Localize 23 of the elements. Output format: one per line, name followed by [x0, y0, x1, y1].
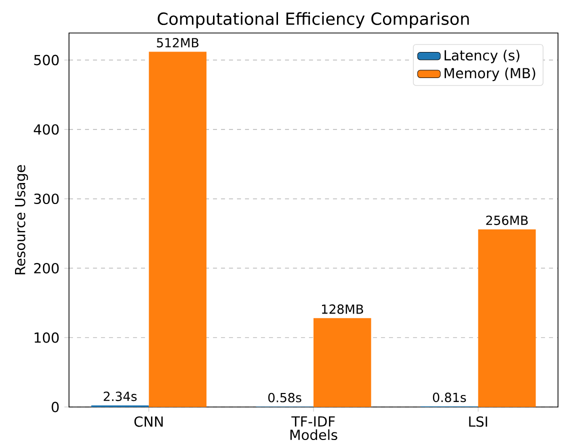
bar	[478, 229, 536, 407]
y-tick-label: 100	[34, 332, 59, 343]
data-label: 256MB	[486, 216, 528, 226]
data-label: 512MB	[156, 38, 198, 48]
y-tick-label: 300	[34, 194, 59, 204]
y-tick-label: 200	[34, 262, 59, 274]
x-tick-label: CNN	[134, 416, 163, 427]
data-label: 2.34s	[104, 392, 137, 402]
y-tick-label: 400	[34, 124, 59, 135]
y-tick-label: 500	[34, 54, 59, 66]
data-label: 128MB	[322, 304, 364, 314]
legend-label: Latency (s)	[444, 50, 520, 64]
bar	[148, 52, 206, 407]
data-label: 0.81s	[432, 392, 466, 402]
legend-label: Memory (MB)	[444, 68, 536, 82]
data-label: 0.58s	[268, 392, 302, 402]
y-axis-title: Resource Usage	[15, 165, 28, 274]
y-tick-label: 0	[52, 402, 59, 412]
x-axis-title: Models	[290, 429, 338, 440]
x-tick-label: TF-IDF	[291, 416, 335, 426]
chart-title: Computational Efficiency Comparison	[158, 12, 469, 28]
x-tick-label: LSI	[469, 416, 488, 427]
bar	[314, 318, 372, 407]
